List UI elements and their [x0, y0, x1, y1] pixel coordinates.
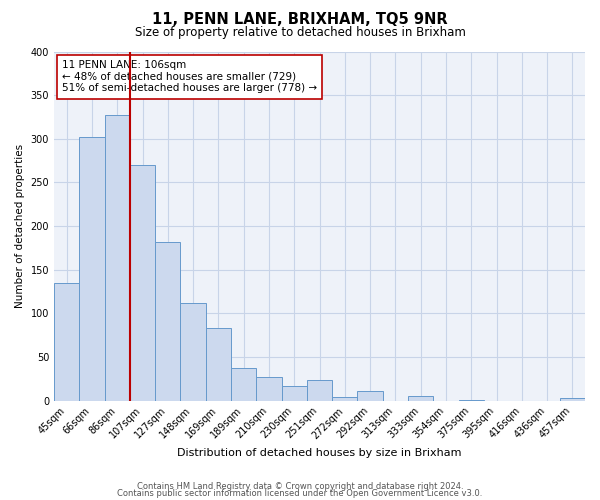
Bar — [307, 380, 332, 400]
Bar — [231, 368, 256, 400]
Bar — [155, 242, 181, 400]
Text: 11, PENN LANE, BRIXHAM, TQ5 9NR: 11, PENN LANE, BRIXHAM, TQ5 9NR — [152, 12, 448, 28]
Bar — [54, 283, 79, 401]
Bar — [181, 303, 206, 400]
Text: Contains HM Land Registry data © Crown copyright and database right 2024.: Contains HM Land Registry data © Crown c… — [137, 482, 463, 491]
Text: 11 PENN LANE: 106sqm
← 48% of detached houses are smaller (729)
51% of semi-deta: 11 PENN LANE: 106sqm ← 48% of detached h… — [62, 60, 317, 94]
Bar — [130, 165, 155, 400]
Bar — [332, 397, 358, 400]
Y-axis label: Number of detached properties: Number of detached properties — [15, 144, 25, 308]
Text: Contains public sector information licensed under the Open Government Licence v3: Contains public sector information licen… — [118, 489, 482, 498]
Bar — [408, 396, 433, 400]
Bar — [206, 328, 231, 400]
Bar — [104, 115, 130, 401]
Bar — [256, 377, 281, 400]
X-axis label: Distribution of detached houses by size in Brixham: Distribution of detached houses by size … — [177, 448, 462, 458]
Bar — [79, 137, 104, 400]
Bar — [281, 386, 307, 400]
Bar — [358, 391, 383, 400]
Bar — [560, 398, 585, 400]
Text: Size of property relative to detached houses in Brixham: Size of property relative to detached ho… — [134, 26, 466, 39]
